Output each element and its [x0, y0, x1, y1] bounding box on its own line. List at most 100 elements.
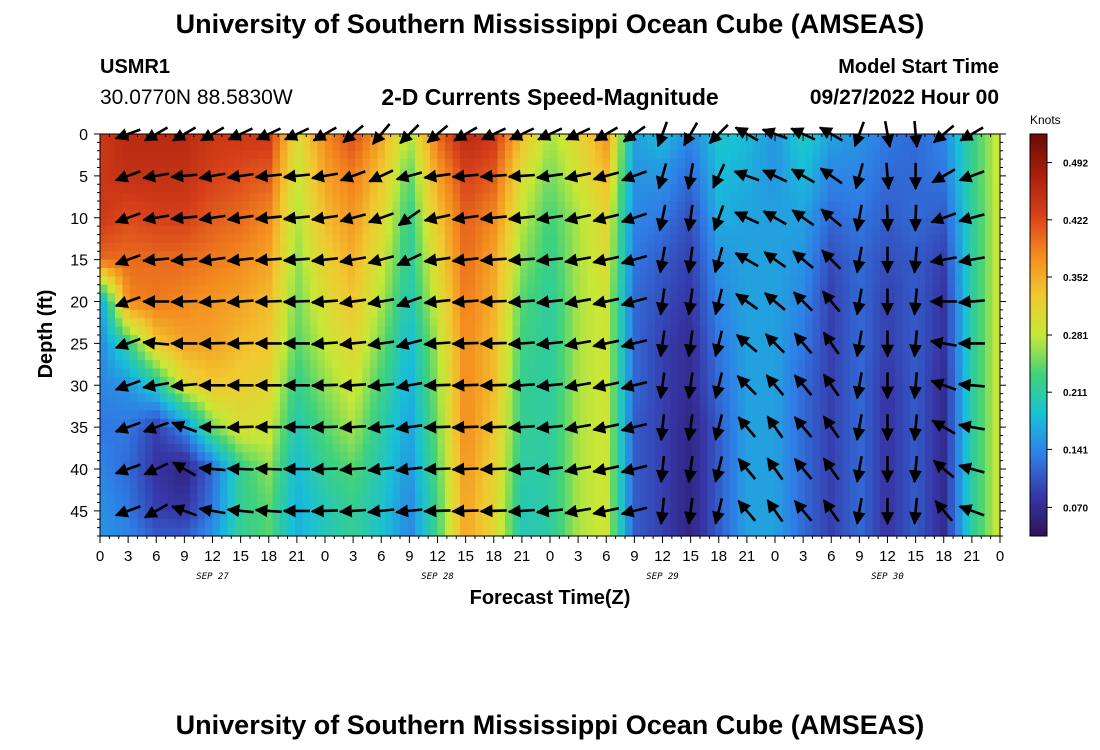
- heatmap-cell: [670, 326, 679, 336]
- heatmap-cell: [632, 326, 641, 336]
- heatmap-cell: [767, 343, 776, 353]
- heatmap-cell: [520, 351, 529, 361]
- heatmap-cell: [722, 376, 731, 386]
- heatmap-cell: [737, 326, 746, 336]
- heatmap-cell: [752, 184, 761, 194]
- heatmap-cell: [287, 184, 296, 194]
- heatmap-cell: [865, 368, 874, 378]
- heatmap-cell: [730, 469, 739, 478]
- heatmap-cell: [842, 460, 851, 470]
- heatmap-cell: [752, 251, 761, 261]
- heatmap-cell: [677, 343, 686, 353]
- heatmap-cell: [250, 259, 259, 269]
- heatmap-cell: [647, 351, 656, 361]
- heatmap-cell: [842, 276, 851, 286]
- heatmap-cell: [617, 201, 626, 210]
- heatmap-cell: [197, 326, 206, 336]
- heatmap-cell: [572, 326, 581, 336]
- heatmap-cell: [827, 217, 836, 227]
- heatmap-cell: [647, 443, 656, 453]
- heatmap-cell: [632, 460, 641, 470]
- heatmap-cell: [332, 452, 341, 462]
- heatmap-cell: [662, 527, 671, 537]
- heatmap-cell: [842, 142, 851, 152]
- heatmap-cell: [595, 201, 604, 210]
- heatmap-cell: [445, 134, 454, 143]
- heatmap-cell: [715, 485, 724, 495]
- heatmap-cell: [422, 326, 431, 336]
- heatmap-cell: [212, 234, 221, 244]
- heatmap-cell: [295, 494, 304, 504]
- heatmap-cell: [190, 527, 199, 537]
- heatmap-cell: [842, 343, 851, 353]
- heatmap-cell: [662, 410, 671, 420]
- heatmap-cell: [812, 402, 821, 411]
- heatmap-cell: [287, 485, 296, 495]
- heatmap-cell: [122, 360, 131, 370]
- heatmap-cell: [212, 251, 221, 261]
- heatmap-cell: [790, 301, 799, 311]
- heatmap-cell: [752, 268, 761, 277]
- heatmap-cell: [760, 351, 769, 361]
- heatmap-cell: [535, 201, 544, 210]
- heatmap-cell: [520, 142, 529, 152]
- heatmap-cell: [610, 385, 619, 395]
- heatmap-cell: [137, 360, 146, 370]
- heatmap-cell: [310, 494, 319, 504]
- heatmap-cell: [317, 318, 326, 328]
- colorbar-units: Knots: [1030, 113, 1061, 127]
- heatmap-cell: [445, 393, 454, 403]
- heatmap-cell: [160, 519, 169, 529]
- heatmap-cell: [212, 427, 221, 437]
- heatmap-cell: [565, 435, 574, 445]
- heatmap-cell: [325, 410, 334, 420]
- heatmap-cell: [415, 184, 424, 194]
- heatmap-cell: [692, 393, 701, 403]
- heatmap-cell: [340, 351, 349, 361]
- heatmap-cell: [242, 360, 251, 370]
- heatmap-cell: [580, 502, 589, 512]
- heatmap-cell: [835, 259, 844, 269]
- heatmap-cell: [160, 435, 169, 445]
- heatmap-cell: [332, 167, 341, 177]
- heatmap-cell: [347, 142, 356, 152]
- heatmap-cell: [107, 393, 116, 403]
- heatmap-cell: [415, 477, 424, 487]
- heatmap-cell: [182, 502, 191, 512]
- heatmap-cell: [182, 418, 191, 428]
- heatmap-cell: [872, 452, 881, 462]
- heatmap-cell: [400, 167, 409, 177]
- heatmap-cell: [812, 335, 821, 344]
- heatmap-cell: [737, 201, 746, 210]
- heatmap-cell: [362, 360, 371, 370]
- heatmap-cell: [827, 443, 836, 453]
- heatmap-cell: [820, 234, 829, 244]
- heatmap-cell: [347, 201, 356, 210]
- heatmap-cell: [550, 167, 559, 177]
- heatmap-cell: [235, 485, 244, 495]
- heatmap-cell: [857, 150, 866, 160]
- heatmap-cell: [152, 217, 161, 227]
- heatmap-cell: [250, 226, 259, 236]
- heatmap-cell: [437, 393, 446, 403]
- heatmap-cell: [272, 318, 281, 328]
- heatmap-cell: [220, 469, 229, 478]
- heatmap-cell: [520, 134, 529, 143]
- heatmap-cell: [392, 452, 401, 462]
- heatmap-cell: [872, 184, 881, 194]
- heatmap-cell: [557, 427, 566, 437]
- heatmap-cell: [520, 494, 529, 504]
- heatmap-cell: [422, 142, 431, 152]
- heatmap-cell: [580, 427, 589, 437]
- heatmap-cell: [445, 418, 454, 428]
- heatmap-cell: [595, 360, 604, 370]
- heatmap-cell: [557, 134, 566, 143]
- heatmap-cell: [565, 494, 574, 504]
- heatmap-cell: [512, 519, 521, 529]
- heatmap-cell: [865, 167, 874, 177]
- heatmap-cell: [490, 175, 499, 185]
- heatmap-cell: [460, 142, 469, 152]
- heatmap-cell: [745, 326, 754, 336]
- heatmap-cell: [362, 309, 371, 319]
- heatmap-cell: [580, 452, 589, 462]
